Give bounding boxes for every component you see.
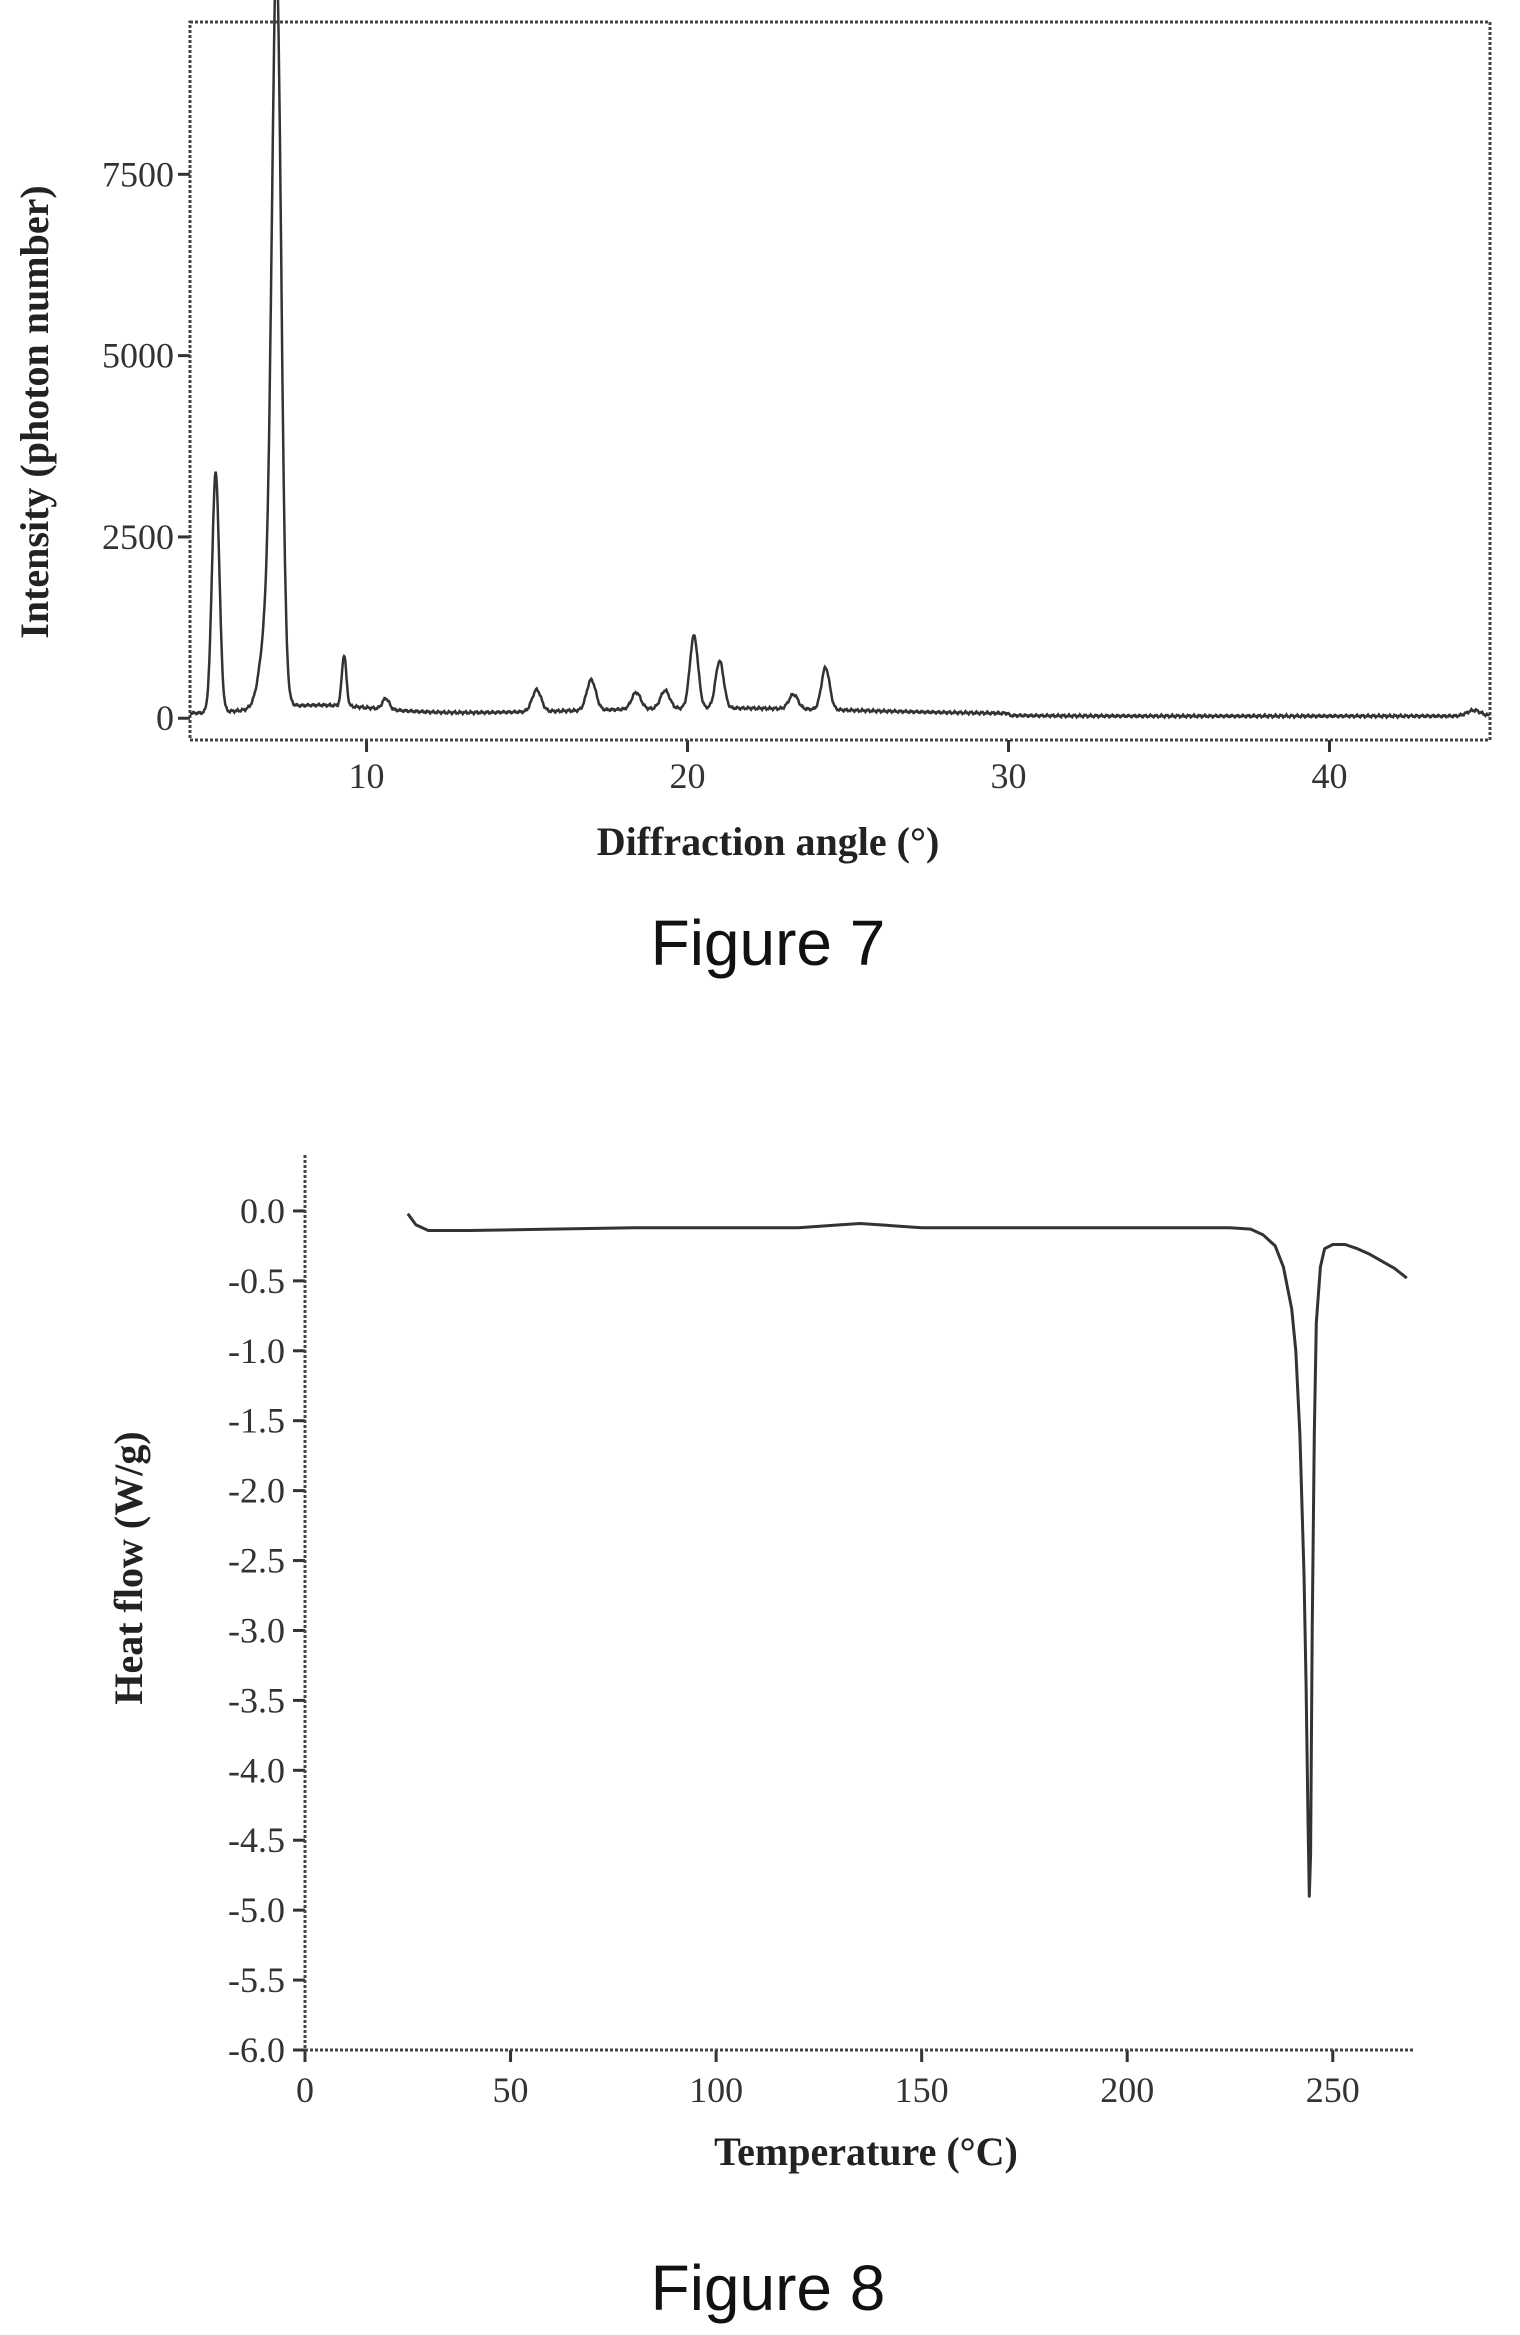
figure-caption: Figure 7 (651, 907, 886, 979)
x-tick-label: 30 (991, 756, 1027, 796)
x-tick-label: 50 (493, 2070, 529, 2110)
y-tick-label: -3.5 (228, 1680, 285, 1720)
y-tick-label: -3.0 (228, 1610, 285, 1650)
y-tick-label: -1.5 (228, 1401, 285, 1441)
y-axis-ticks: 0.0 -0.5 -1.0 -1.5 -2.0 -2.5 -3.0 -3.5 -4.0 -4.5 -… (228, 1191, 305, 2070)
dsc-curve-line (406, 1212, 1408, 1898)
dsc-chart: 0 50 100 150 200 250 0.0 -0.5 -1.0 -1.5 -2.0 -2.5 -… (106, 1155, 1415, 2324)
y-tick-label: -1.0 (228, 1331, 285, 1371)
y-tick-label: 0 (156, 698, 174, 738)
y-tick-label: -4.0 (228, 1750, 285, 1790)
x-tick-label: 150 (895, 2070, 949, 2110)
y-tick-label: -4.5 (228, 1820, 285, 1860)
xrd-pattern-line (189, 0, 1491, 720)
y-tick-label: -2.0 (228, 1471, 285, 1511)
xrd-chart: 10 20 30 40 0 2500 5000 7500 Diffraction angle… (12, 0, 1492, 979)
y-axis-title: Heat flow (W/g) (106, 1431, 151, 1704)
plot-frame (188, 20, 1492, 742)
y-tick-label: 2500 (102, 517, 174, 557)
y-tick-label: -5.5 (228, 1960, 285, 2000)
figure-caption: Figure 8 (651, 2252, 886, 2324)
y-tick-label: -0.5 (228, 1261, 285, 1301)
x-tick-label: 200 (1100, 2070, 1154, 2110)
x-tick-label: 10 (349, 756, 385, 796)
x-axis-ticks: 10 20 30 40 (349, 740, 1348, 796)
y-axis-title: Intensity (photon number) (12, 185, 57, 638)
x-tick-label: 100 (689, 2070, 743, 2110)
y-tick-label: 5000 (102, 336, 174, 376)
x-axis-ticks: 0 50 100 150 200 250 (296, 2050, 1360, 2110)
x-axis-title: Temperature (°C) (714, 2129, 1018, 2174)
y-tick-label: -2.5 (228, 1541, 285, 1581)
x-tick-label: 0 (296, 2070, 314, 2110)
x-tick-label: 20 (670, 756, 706, 796)
x-tick-label: 40 (1312, 756, 1348, 796)
y-axis-ticks: 0 2500 5000 7500 (102, 154, 190, 738)
y-tick-label: 7500 (102, 154, 174, 194)
y-tick-label: -6.0 (228, 2030, 285, 2070)
y-tick-label: 0.0 (240, 1191, 285, 1231)
x-tick-label: 250 (1306, 2070, 1360, 2110)
x-axis-title: Diffraction angle (°) (597, 819, 940, 864)
y-tick-label: -5.0 (228, 1890, 285, 1930)
